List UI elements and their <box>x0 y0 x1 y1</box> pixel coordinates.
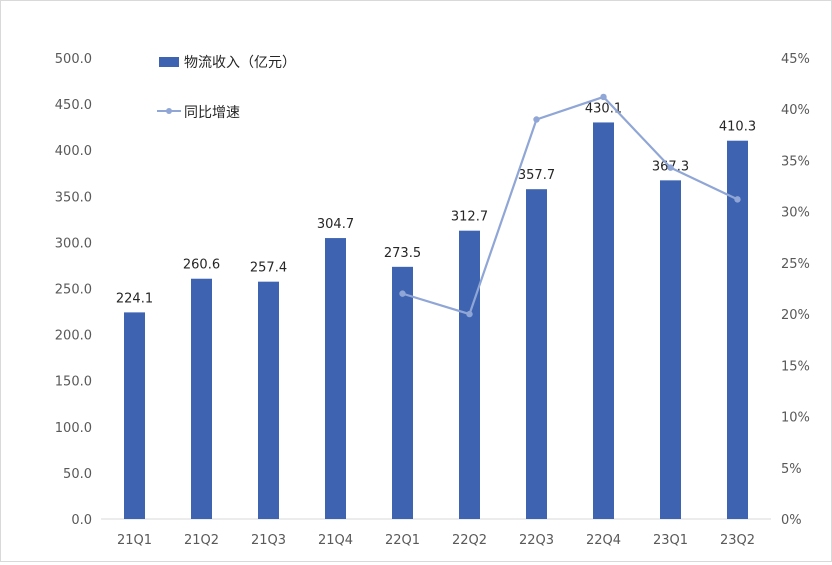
bar-data-label: 260.6 <box>183 258 220 273</box>
y2-tick-label: 10% <box>781 411 810 426</box>
bar-data-label: 273.5 <box>384 246 421 261</box>
bar <box>124 312 145 519</box>
legend-bar-swatch <box>159 57 179 67</box>
y-tick-label: 50.0 <box>63 467 92 482</box>
y2-tick-label: 15% <box>781 359 810 374</box>
x-tick-label: 21Q3 <box>251 533 286 548</box>
growth-point <box>533 116 540 123</box>
legend-bar-label: 物流收入（亿元） <box>184 55 296 71</box>
y2-tick-label: 35% <box>781 154 810 169</box>
bar-data-label: 312.7 <box>451 210 488 225</box>
y-tick-label: 400.0 <box>55 144 92 159</box>
x-tick-label: 21Q1 <box>117 533 152 548</box>
axes: 0.0 50.0 100.0 150.0 200.0 250.0 300.0 350.0 400… <box>55 52 810 548</box>
growth-point <box>734 196 741 203</box>
y-tick-label: 250.0 <box>55 283 92 298</box>
x-tick-label: 22Q2 <box>452 533 487 548</box>
bar <box>258 281 279 519</box>
growth-point <box>466 310 473 318</box>
bar <box>660 180 681 519</box>
bar-data-label: 430.1 <box>585 101 622 116</box>
x-tick-label: 23Q2 <box>720 533 755 548</box>
x-tick-label: 23Q1 <box>653 533 688 548</box>
y2-tick-label: 45% <box>781 52 810 67</box>
x-tick-label: 21Q2 <box>184 533 219 548</box>
y-tick-label: 300.0 <box>55 236 92 251</box>
y-tick-label: 0.0 <box>71 513 92 528</box>
legend-line-label: 同比增速 <box>184 105 240 121</box>
x-tick-label: 22Q3 <box>519 533 554 548</box>
bar <box>191 278 212 519</box>
growth-point <box>667 164 674 171</box>
bar <box>392 266 413 519</box>
growth-point <box>600 93 607 101</box>
y2-tick-label: 40% <box>781 103 810 118</box>
bar <box>593 122 614 519</box>
bar-data-label: 304.7 <box>317 217 354 232</box>
bars <box>124 122 748 520</box>
legend-line-marker <box>166 108 172 114</box>
growth-series-line <box>402 95 738 316</box>
y-tick-label: 100.0 <box>55 421 92 436</box>
x-tick-label: 21Q4 <box>318 533 353 548</box>
y2-tick-label: 20% <box>781 308 810 323</box>
bar <box>325 238 346 520</box>
growth-point <box>399 290 406 297</box>
bar-data-label: 257.4 <box>250 261 287 276</box>
growth-line <box>399 93 741 318</box>
bar-data-label: 224.1 <box>116 291 153 306</box>
y-tick-label: 500.0 <box>55 52 92 67</box>
bar-data-label: 357.7 <box>518 168 555 183</box>
bar-data-label: 410.3 <box>719 120 756 135</box>
y2-tick-label: 0% <box>781 513 802 528</box>
y2-tick-label: 5% <box>781 462 802 477</box>
x-tick-label: 22Q1 <box>385 533 420 548</box>
y-tick-label: 200.0 <box>55 329 92 344</box>
bar-labels: 224.1 260.6 257.4 304.7 273.5 312.7 357.7 430.1… <box>116 101 756 306</box>
bar <box>459 230 480 519</box>
y2-tick-label: 30% <box>781 206 810 221</box>
legend: 物流收入（亿元） 同比增速 <box>157 55 296 121</box>
y-tick-label: 450.0 <box>55 98 92 113</box>
y-tick-label: 150.0 <box>55 375 92 390</box>
bar <box>526 189 547 519</box>
y-tick-label: 350.0 <box>55 190 92 205</box>
bar <box>727 140 748 519</box>
y2-tick-label: 25% <box>781 257 810 272</box>
x-tick-label: 22Q4 <box>586 533 621 548</box>
